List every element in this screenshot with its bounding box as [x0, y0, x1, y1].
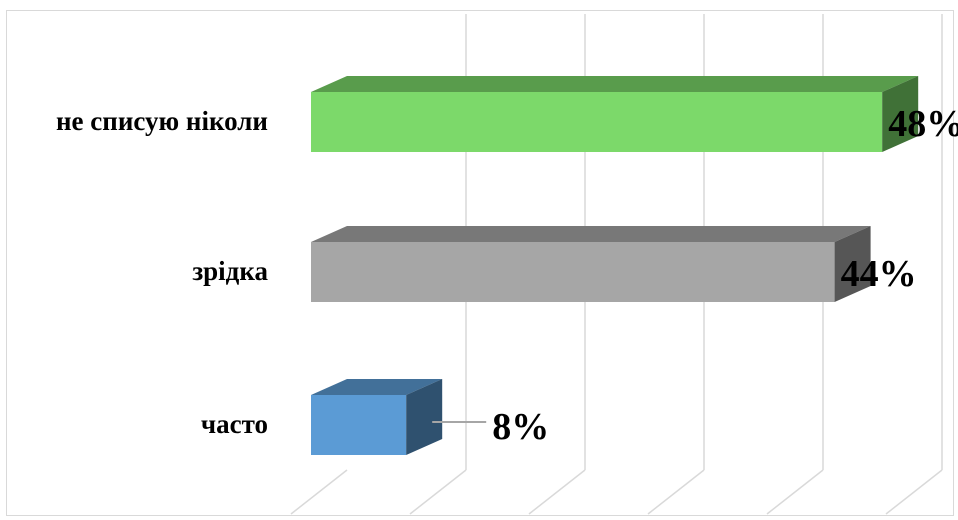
floor-gridline: [885, 469, 943, 515]
bars: [311, 76, 919, 455]
floor-gridline: [528, 469, 586, 515]
data-label: 44%: [841, 253, 917, 295]
category-label: не списую ніколи: [56, 106, 268, 136]
floor-gridline: [766, 469, 824, 515]
category-label: часто: [201, 409, 268, 439]
category-label: зрідка: [192, 256, 268, 286]
data-label: 48%: [888, 103, 958, 145]
bar-top: [311, 379, 443, 395]
floor-gridline: [409, 469, 467, 515]
bar-1: [311, 226, 871, 302]
bar-front: [311, 395, 407, 455]
bar-front: [311, 92, 883, 152]
bar-side: [834, 226, 871, 302]
bar-top: [311, 226, 871, 242]
bar-0: [311, 76, 919, 152]
data-label: 8%: [492, 406, 549, 448]
floor-gridline: [290, 469, 348, 515]
chart-frame: [6, 10, 954, 516]
floor-gridline: [647, 469, 705, 515]
bar-2: [311, 379, 443, 455]
bar-front: [311, 242, 835, 302]
bar-side: [406, 379, 443, 455]
bar-top: [311, 76, 919, 92]
bar-side: [882, 76, 919, 152]
labels: не списую ніколи 48% зрідка 44% часто 8%: [56, 103, 958, 448]
